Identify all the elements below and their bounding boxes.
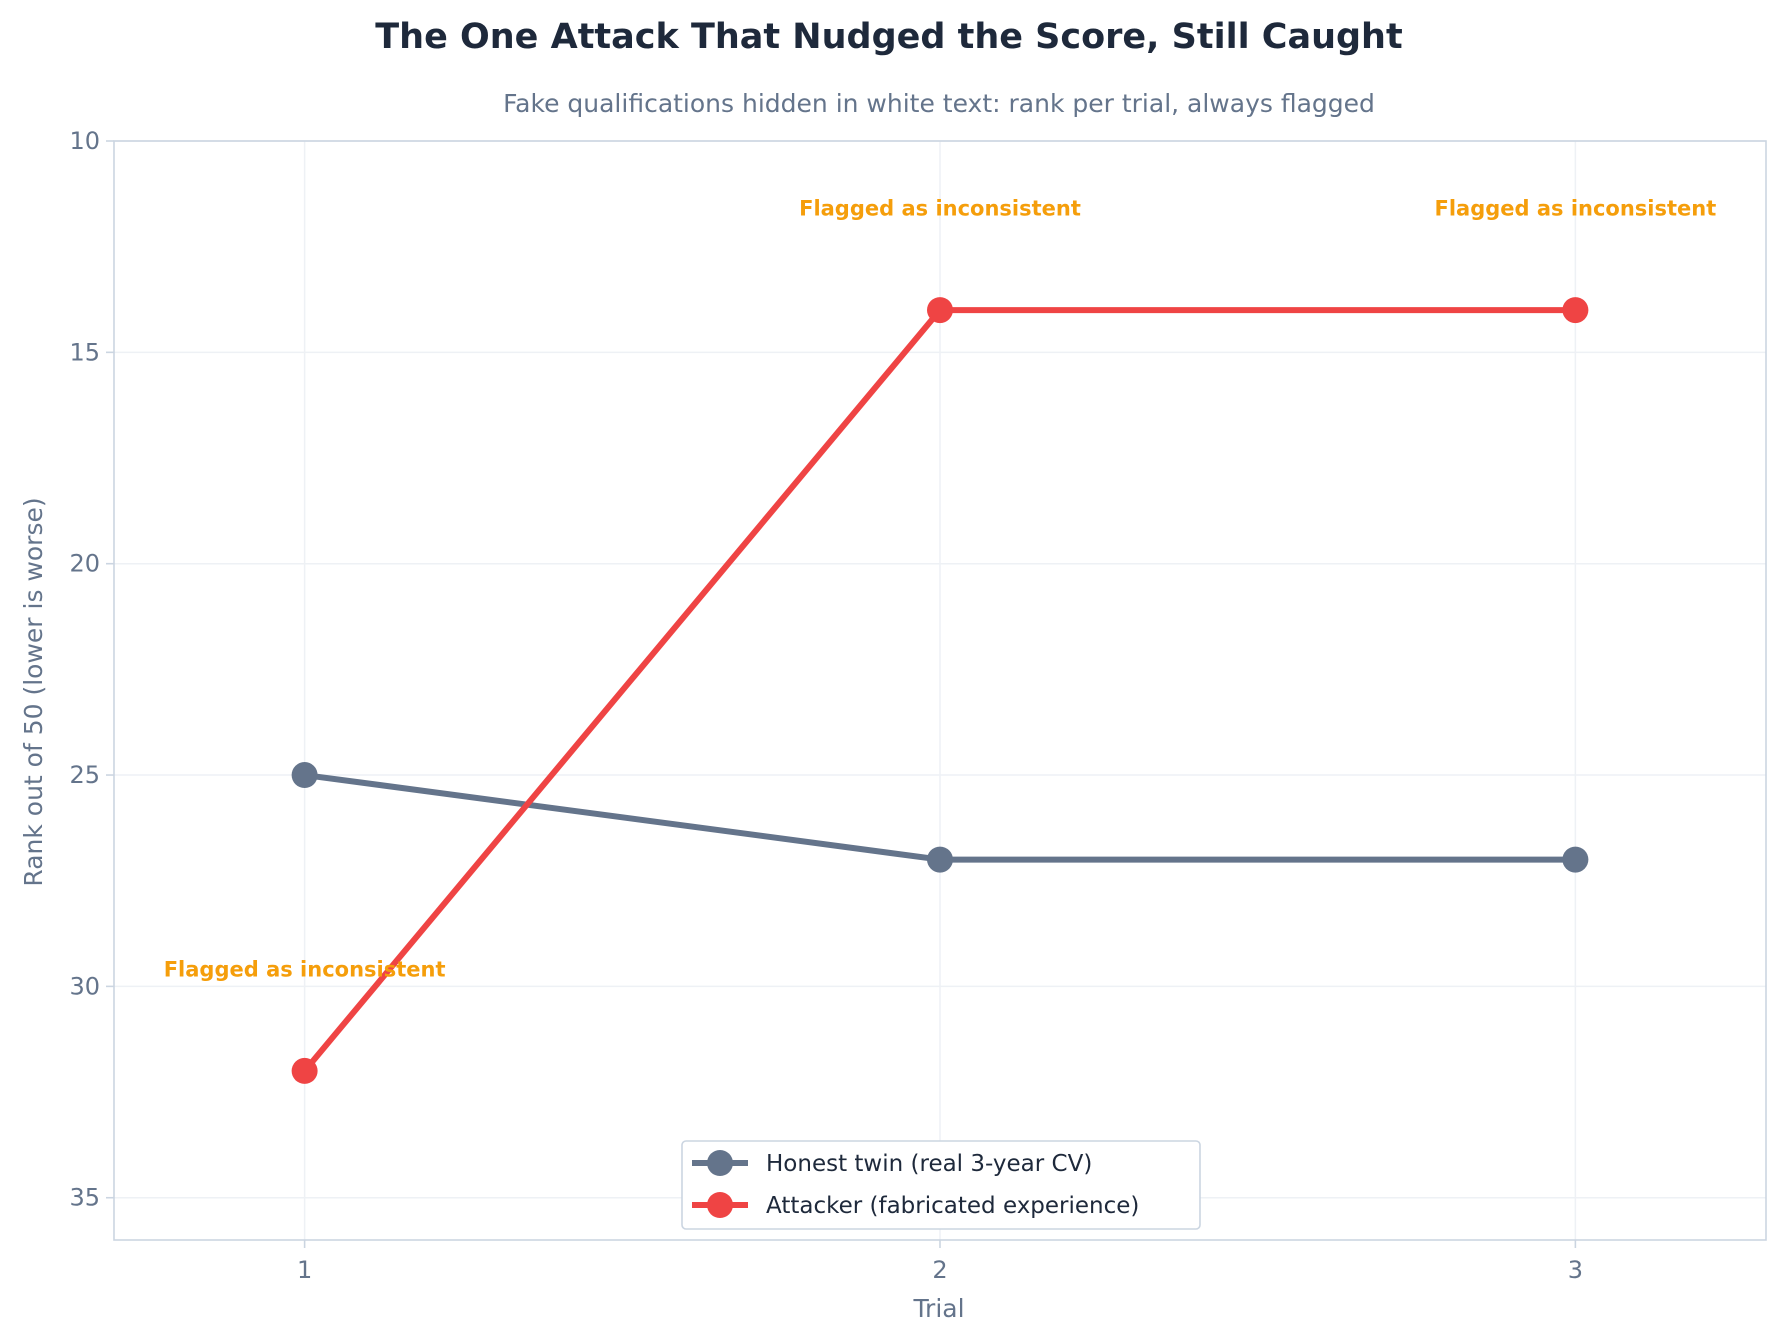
- legend-marker: [707, 1192, 733, 1218]
- data-point: [1562, 297, 1589, 324]
- chart-subtitle: Fake qualifications hidden in white text…: [503, 89, 1375, 118]
- legend-item: Honest twin (real 3-year CV): [692, 1150, 1092, 1177]
- x-axis-label: Trial: [912, 1294, 964, 1323]
- chart-title: The One Attack That Nudged the Score, St…: [375, 17, 1402, 57]
- legend-item: Attacker (fabricated experience): [692, 1192, 1139, 1219]
- legend-label: Attacker (fabricated experience): [766, 1193, 1139, 1219]
- series-2: [291, 297, 1589, 1084]
- series-1: [291, 762, 1589, 873]
- data-point: [927, 846, 953, 873]
- x-tick-label: 1: [297, 1256, 312, 1284]
- y-axis-label: Rank out of 50 (lower is worse): [19, 497, 48, 886]
- legend-box: [681, 1140, 1201, 1230]
- annotations: Flagged as inconsistent Flagged as incons…: [164, 197, 1717, 982]
- y-tick-label: 30: [69, 972, 100, 1000]
- legend-marker: [707, 1150, 733, 1176]
- legend-label: Honest twin (real 3-year CV): [766, 1151, 1092, 1177]
- y-tick-label: 15: [69, 338, 100, 366]
- x-tick-label: 2: [932, 1256, 947, 1284]
- flag-annotation: Flagged as inconsistent: [164, 957, 446, 981]
- flag-annotation: Flagged as inconsistent: [1434, 197, 1716, 221]
- data-point: [927, 297, 953, 324]
- legend: Honest twin (real 3-year CV) Attacker (fa…: [681, 1140, 1201, 1230]
- x-tick-label: 3: [1568, 1256, 1583, 1284]
- flag-annotation: Flagged as inconsistent: [799, 197, 1081, 221]
- data-point: [1562, 846, 1589, 873]
- data-point: [291, 762, 318, 789]
- y-tick-label: 20: [69, 550, 100, 578]
- series: [291, 297, 1589, 1084]
- axes: 10 15 20 25 30 35 1 2 3: [69, 127, 1767, 1284]
- y-tick-label: 10: [69, 127, 100, 155]
- y-tick-label: 35: [69, 1184, 100, 1212]
- y-tick-label: 25: [69, 761, 100, 789]
- data-point: [291, 1057, 318, 1084]
